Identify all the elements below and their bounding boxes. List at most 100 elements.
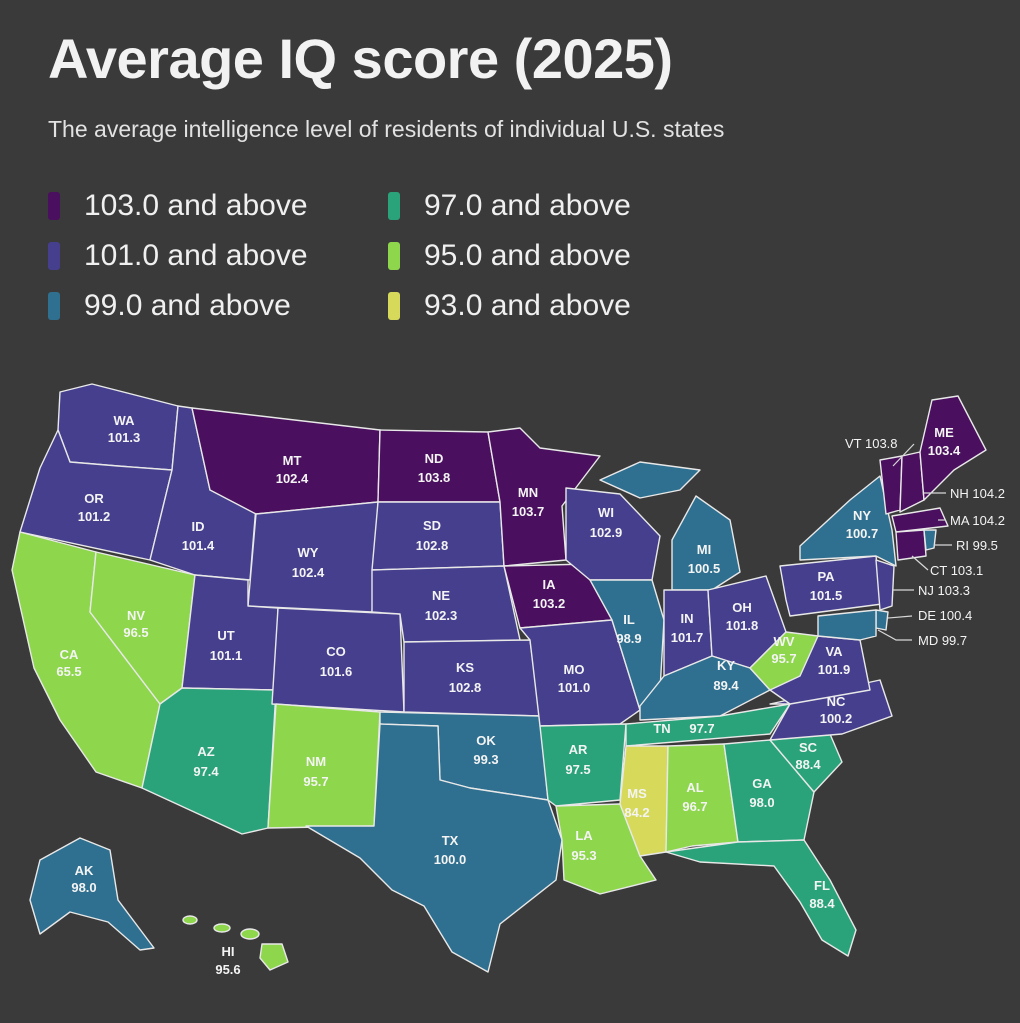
label-HI-value: 95.6 xyxy=(215,962,240,977)
label-IN-value: 101.7 xyxy=(671,630,704,645)
label-IL-value: 98.9 xyxy=(616,631,641,646)
state-MS[interactable] xyxy=(619,745,669,857)
us-state-map: WA 101.3 OR 101.2 CA 65.5 NV 96.5 ID 101… xyxy=(11,383,1005,977)
label-AR-value: 97.5 xyxy=(565,762,590,777)
label-OK-value: 99.3 xyxy=(473,752,498,767)
state-PA[interactable] xyxy=(779,555,883,617)
label-NM-name: NM xyxy=(306,754,326,769)
state-DE[interactable] xyxy=(875,609,889,631)
legend-item: 99.0 and above xyxy=(48,284,291,328)
legend-item: 97.0 and above xyxy=(388,184,631,228)
state-CT[interactable] xyxy=(895,529,927,561)
label-ND-name: ND xyxy=(425,451,444,466)
state-NJ[interactable] xyxy=(875,559,895,611)
state-HI[interactable] xyxy=(259,943,289,971)
legend-swatch xyxy=(388,192,400,220)
label-NM-value: 95.7 xyxy=(303,774,328,789)
label-CO-name: CO xyxy=(326,644,346,659)
legend-label: 93.0 and above xyxy=(424,289,631,322)
callout-MA: MA 104.2 xyxy=(950,513,1005,528)
label-NE-name: NE xyxy=(432,588,450,603)
label-WY-name: WY xyxy=(298,545,319,560)
legend-swatch xyxy=(48,242,60,270)
state-CO[interactable] xyxy=(271,607,405,713)
label-NC-value: 100.2 xyxy=(820,711,853,726)
map-subtitle: The average intelligence level of reside… xyxy=(48,116,725,142)
label-VA-value: 101.9 xyxy=(818,662,851,677)
state-NY[interactable] xyxy=(799,475,897,567)
state-WV[interactable] xyxy=(749,631,819,691)
label-GA-name: GA xyxy=(752,776,772,791)
label-AK-value: 98.0 xyxy=(71,880,96,895)
state-AL[interactable] xyxy=(665,743,739,853)
callout-line-DE xyxy=(887,615,913,619)
state-AK[interactable] xyxy=(29,837,155,951)
state-TX[interactable] xyxy=(305,723,563,973)
state-ME[interactable] xyxy=(919,395,987,501)
state-MD[interactable] xyxy=(817,609,877,641)
label-SC-name: SC xyxy=(799,740,818,755)
state-RI[interactable] xyxy=(923,529,937,551)
label-UT-value: 101.1 xyxy=(210,648,243,663)
label-MS-name: MS xyxy=(627,786,647,801)
legend-item: 93.0 and above xyxy=(388,284,631,328)
label-MT-name: MT xyxy=(283,453,302,468)
label-AK-name: AK xyxy=(75,863,94,878)
legend-label: 97.0 and above xyxy=(424,189,631,222)
label-NE-value: 102.3 xyxy=(425,608,458,623)
label-OR-value: 101.2 xyxy=(78,509,111,524)
label-TN-value: 97.7 xyxy=(689,721,714,736)
state-AZ[interactable] xyxy=(141,687,277,835)
label-FL-value: 88.4 xyxy=(809,896,835,911)
label-KY-value: 89.4 xyxy=(713,678,739,693)
label-NY-value: 100.7 xyxy=(846,526,879,541)
state-HI-2 xyxy=(213,923,231,933)
state-FL[interactable] xyxy=(665,839,857,957)
legend-label: 101.0 and above xyxy=(84,239,308,272)
label-MI-value: 100.5 xyxy=(688,561,721,576)
label-IA-value: 103.2 xyxy=(533,596,566,611)
state-TN[interactable] xyxy=(625,703,791,747)
legend-swatch xyxy=(388,292,400,320)
label-ID-name: ID xyxy=(192,519,205,534)
label-AZ-value: 97.4 xyxy=(193,764,219,779)
callout-NJ: NJ 103.3 xyxy=(918,583,970,598)
state-AR[interactable] xyxy=(539,723,627,807)
label-SC-value: 88.4 xyxy=(795,757,821,772)
label-ME-name: ME xyxy=(934,425,954,440)
legend-swatch xyxy=(48,192,60,220)
legend-item: 101.0 and above xyxy=(48,234,308,278)
label-KY-name: KY xyxy=(717,658,735,673)
label-MO-value: 101.0 xyxy=(558,680,591,695)
label-WI-value: 102.9 xyxy=(590,525,623,540)
label-VA-name: VA xyxy=(825,644,843,659)
legend-item: 95.0 and above xyxy=(388,234,631,278)
label-CA-value: 65.5 xyxy=(56,664,81,679)
label-MT-value: 102.4 xyxy=(276,471,309,486)
legend-swatch xyxy=(48,292,60,320)
state-MA[interactable] xyxy=(891,507,949,533)
label-KS-name: KS xyxy=(456,660,474,675)
label-ME-value: 103.4 xyxy=(928,443,961,458)
label-AL-name: AL xyxy=(686,780,703,795)
label-FL-name: FL xyxy=(814,878,830,893)
label-HI-name: HI xyxy=(222,944,235,959)
state-ND[interactable] xyxy=(377,429,501,503)
state-KS[interactable] xyxy=(403,639,541,717)
label-WI-name: WI xyxy=(598,505,614,520)
legend-label: 103.0 and above xyxy=(84,189,308,222)
label-OK-name: OK xyxy=(476,733,496,748)
legend: 103.0 and above 101.0 and above 99.0 and… xyxy=(48,184,688,334)
map-title: Average IQ score (2025) xyxy=(48,27,673,90)
label-AR-name: AR xyxy=(569,742,588,757)
label-IL-name: IL xyxy=(623,612,635,627)
label-PA-name: PA xyxy=(817,569,835,584)
label-MS-value: 84.2 xyxy=(624,805,649,820)
state-labels: WA 101.3 OR 101.2 CA 65.5 NV 96.5 ID 101… xyxy=(56,413,961,977)
state-MN[interactable] xyxy=(487,427,601,567)
label-UT-name: UT xyxy=(217,628,234,643)
state-SD[interactable] xyxy=(371,501,505,571)
label-WV-value: 95.7 xyxy=(771,651,796,666)
label-MO-name: MO xyxy=(564,662,585,677)
legend-label: 95.0 and above xyxy=(424,239,631,272)
